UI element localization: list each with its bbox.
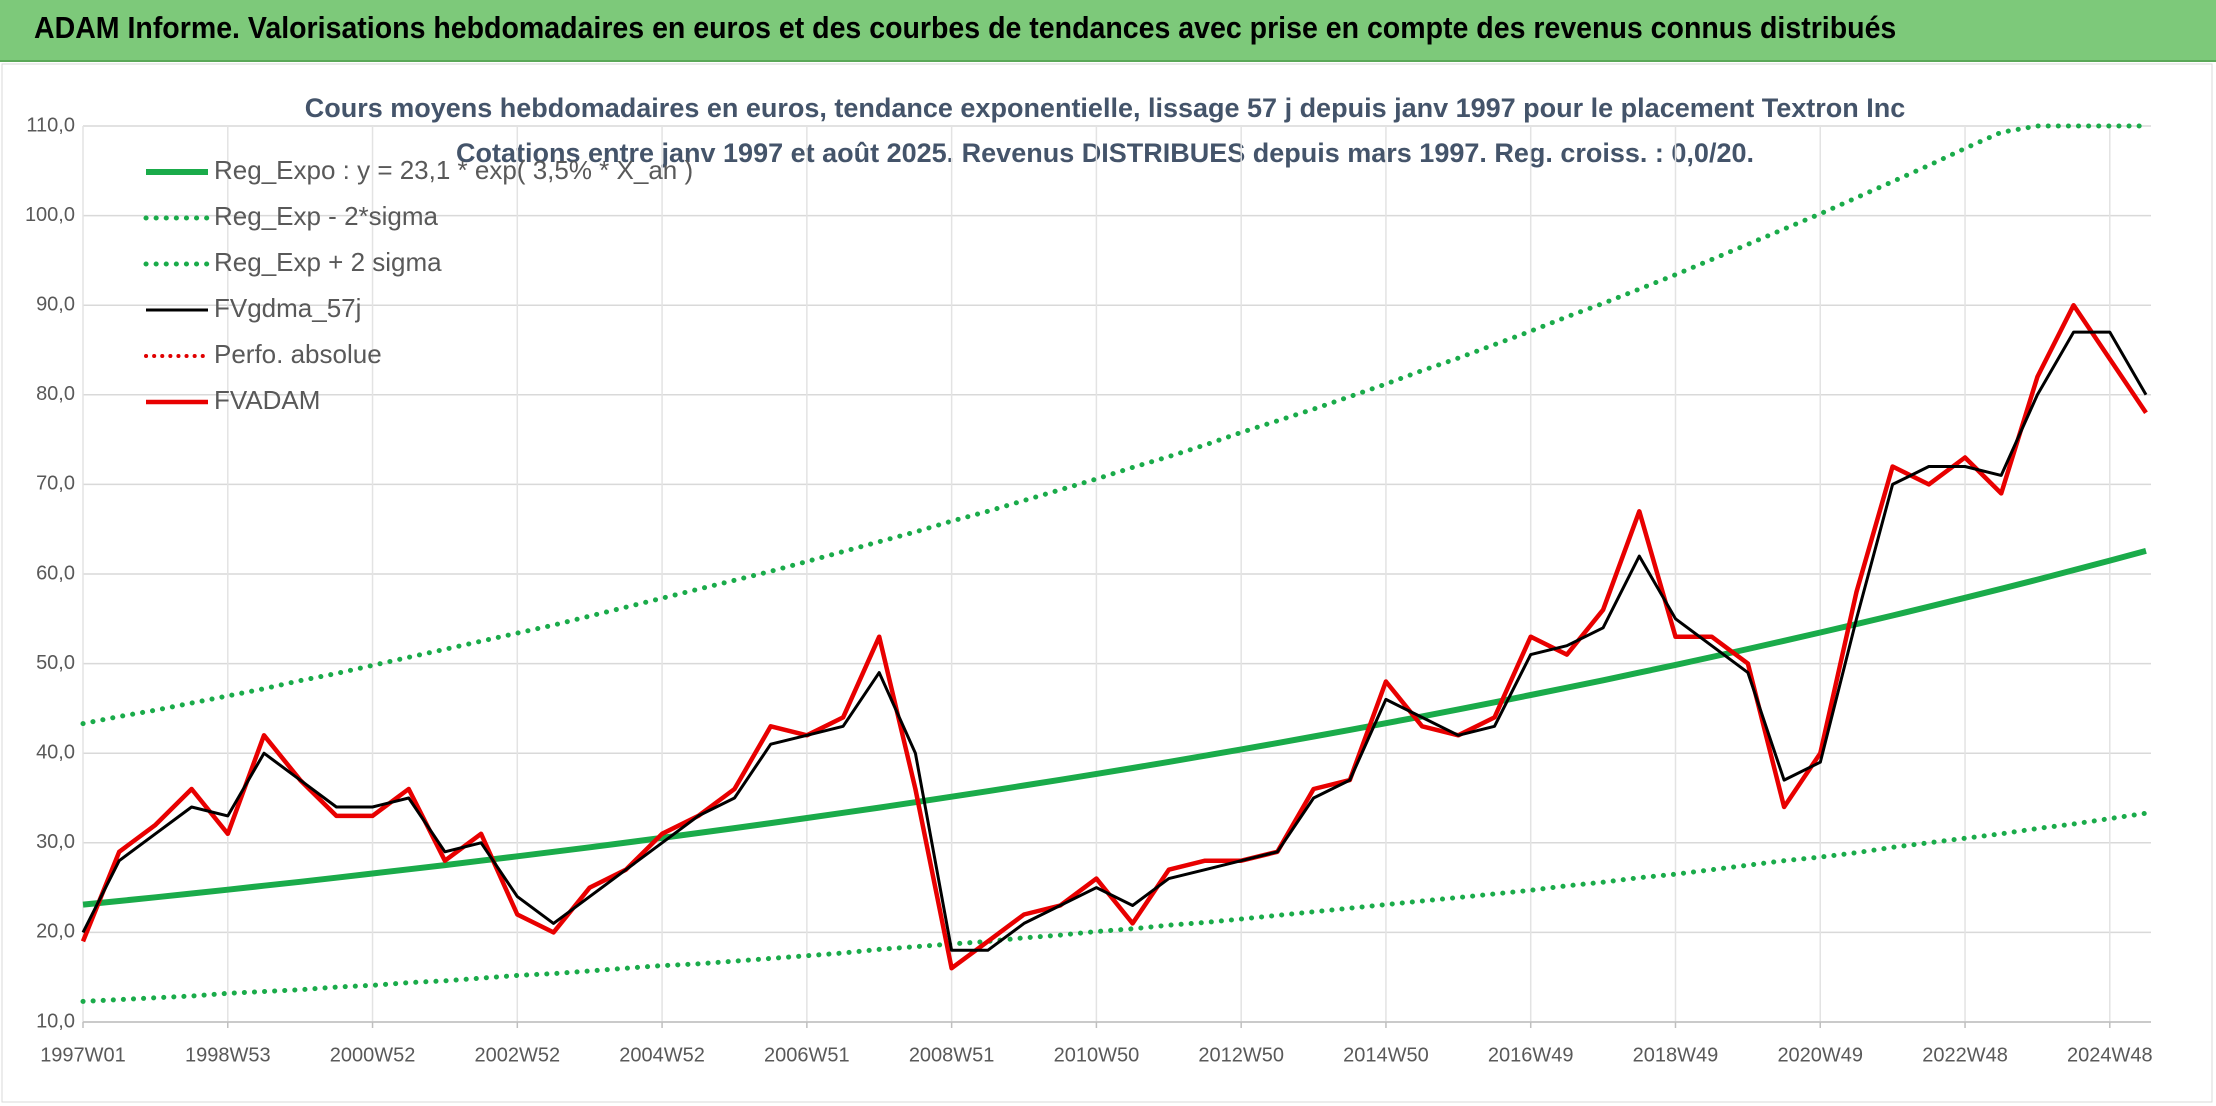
y-tick-label: 30,0 xyxy=(36,831,75,853)
y-tick-label: 40,0 xyxy=(36,741,75,763)
y-tick-label: 60,0 xyxy=(36,562,75,584)
x-tick-label: 1998W53 xyxy=(185,1044,271,1066)
chart-title: Cours moyens hebdomadaires en euros, ten… xyxy=(305,93,1906,123)
y-tick-label: 80,0 xyxy=(36,383,75,405)
chart-subtitle: Cotations entre janv 1997 et août 2025. … xyxy=(456,138,1754,168)
chart-frame xyxy=(1,63,2213,1103)
legend-label: Perfo. absolue xyxy=(214,339,382,369)
y-tick-label: 70,0 xyxy=(36,473,75,495)
chart: Cours moyens hebdomadaires en euros, ten… xyxy=(1,63,2213,1103)
x-tick-label: 2016W49 xyxy=(1488,1044,1574,1066)
y-tick-label: 100,0 xyxy=(25,204,75,226)
series-line xyxy=(80,810,2149,1004)
header: ADAM Informe. Valorisations hebdomadaire… xyxy=(0,0,2216,62)
x-tick-label: 2014W50 xyxy=(1343,1044,1429,1066)
x-tick-label: 2008W51 xyxy=(909,1044,995,1066)
y-tick-label: 50,0 xyxy=(36,652,75,674)
header-title: ADAM Informe. Valorisations hebdomadaire… xyxy=(34,10,1897,45)
legend-label: FVADAM xyxy=(214,385,320,415)
x-tick-label: 2022W48 xyxy=(1922,1044,2008,1066)
x-tick-label: 2006W51 xyxy=(764,1044,850,1066)
x-tick-label: 2018W49 xyxy=(1633,1044,1719,1066)
legend-label: Reg_Exp + 2 sigma xyxy=(214,247,442,277)
y-tick-label: 10,0 xyxy=(36,1010,75,1032)
x-tick-label: 2002W52 xyxy=(475,1044,561,1066)
x-tick-label: 2012W50 xyxy=(1198,1044,1284,1066)
x-tick-label: 2020W49 xyxy=(1777,1044,1863,1066)
x-tick-label: 1997W01 xyxy=(40,1044,126,1066)
series-line xyxy=(80,123,2149,727)
y-tick-label: 90,0 xyxy=(36,293,75,315)
y-tick-label: 20,0 xyxy=(36,921,75,943)
x-tick-label: 2004W52 xyxy=(619,1044,705,1066)
x-tick-label: 2010W50 xyxy=(1054,1044,1140,1066)
series-line xyxy=(82,548,2147,908)
x-tick-label: 2000W52 xyxy=(330,1044,416,1066)
legend-label: Reg_Exp - 2*sigma xyxy=(214,201,439,231)
legend-label: FVgdma_57j xyxy=(214,293,361,323)
y-tick-label: 110,0 xyxy=(26,114,75,136)
legend-label: Reg_Expo : y = 23,1 * exp( 3,5% * X_an ) xyxy=(214,155,693,185)
series-line xyxy=(81,330,2148,952)
x-tick-label: 2024W48 xyxy=(2067,1044,2153,1066)
